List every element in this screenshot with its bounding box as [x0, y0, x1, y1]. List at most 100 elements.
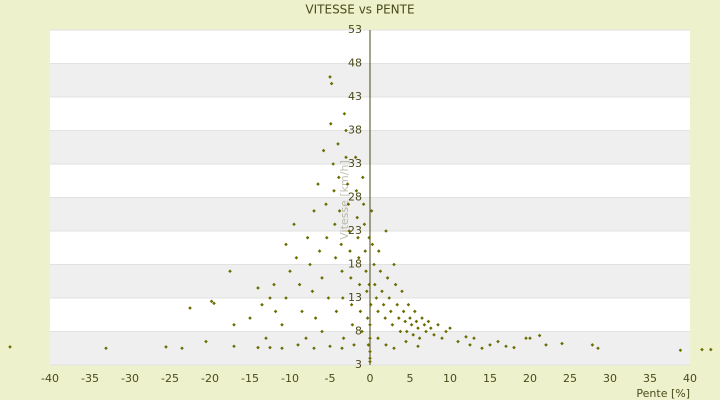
point	[395, 302, 399, 307]
point	[232, 344, 236, 349]
point	[405, 329, 409, 334]
point	[284, 242, 288, 247]
point	[340, 346, 344, 351]
point	[389, 309, 393, 314]
point	[164, 345, 168, 349]
point	[232, 323, 236, 327]
point	[417, 336, 422, 340]
point	[339, 242, 343, 247]
point	[350, 323, 355, 327]
x-tick-label: -20	[201, 372, 219, 385]
point	[344, 155, 348, 160]
point	[496, 339, 500, 344]
point	[537, 333, 542, 338]
point	[248, 316, 252, 320]
point	[328, 75, 332, 79]
point	[700, 347, 704, 352]
point	[325, 235, 329, 240]
point	[209, 299, 214, 304]
point	[357, 282, 362, 287]
point	[346, 202, 351, 206]
point	[316, 182, 320, 186]
y-tick-label: 48	[348, 57, 362, 70]
y-tick-label: 38	[348, 124, 362, 137]
point	[333, 256, 338, 260]
point	[321, 148, 326, 153]
point	[362, 222, 367, 227]
point	[369, 302, 373, 307]
point	[333, 222, 337, 227]
point	[385, 276, 390, 280]
chart-title: VITESSE vs PENTE	[305, 3, 414, 17]
point	[349, 276, 353, 280]
point	[424, 329, 428, 334]
point	[358, 309, 363, 314]
x-tick-label: 25	[563, 372, 577, 385]
point	[349, 302, 354, 307]
point	[440, 336, 444, 340]
point	[376, 336, 380, 340]
x-tick-label: -5	[325, 372, 336, 385]
point	[312, 346, 316, 351]
x-tick-label: 5	[407, 372, 414, 385]
point	[401, 309, 406, 314]
point	[204, 339, 208, 344]
point	[364, 269, 368, 273]
point	[374, 296, 379, 300]
point	[429, 326, 433, 330]
point	[354, 189, 359, 193]
point	[288, 269, 292, 273]
point	[413, 309, 417, 314]
point	[305, 235, 310, 240]
point	[426, 319, 431, 324]
point	[342, 111, 347, 116]
point	[297, 282, 302, 287]
point	[381, 302, 386, 307]
point	[468, 343, 472, 347]
x-tick-label: -30	[121, 372, 139, 385]
point	[368, 359, 372, 364]
point	[212, 301, 216, 306]
point	[416, 326, 420, 330]
point	[272, 282, 276, 287]
point	[329, 81, 334, 86]
point	[317, 249, 322, 253]
point	[264, 336, 268, 340]
point	[357, 256, 361, 260]
point	[345, 182, 350, 186]
point	[504, 344, 508, 349]
point	[370, 242, 375, 247]
point	[422, 323, 427, 327]
point	[480, 346, 484, 351]
point	[390, 323, 395, 327]
point	[378, 269, 383, 273]
x-axis-label: Pente [%]	[636, 387, 690, 400]
point	[383, 316, 387, 320]
y-axis-label: Vitesse [km/h]	[338, 160, 351, 240]
point	[392, 262, 396, 267]
point	[366, 343, 371, 347]
point	[397, 316, 401, 320]
point	[678, 348, 683, 353]
point	[373, 282, 377, 287]
point	[8, 345, 12, 349]
point	[544, 343, 548, 347]
point	[320, 276, 324, 280]
point	[326, 296, 331, 300]
point	[363, 249, 367, 253]
point	[294, 256, 299, 260]
point	[387, 296, 391, 300]
point	[268, 296, 272, 300]
point	[308, 262, 312, 267]
point	[368, 323, 372, 327]
point	[336, 142, 340, 146]
point	[353, 155, 358, 160]
x-tick-label: -10	[281, 372, 299, 385]
point	[367, 282, 371, 287]
point	[408, 316, 412, 320]
point	[324, 202, 328, 206]
point	[104, 346, 108, 351]
point	[372, 262, 376, 267]
y-tick-label: 33	[348, 157, 362, 170]
